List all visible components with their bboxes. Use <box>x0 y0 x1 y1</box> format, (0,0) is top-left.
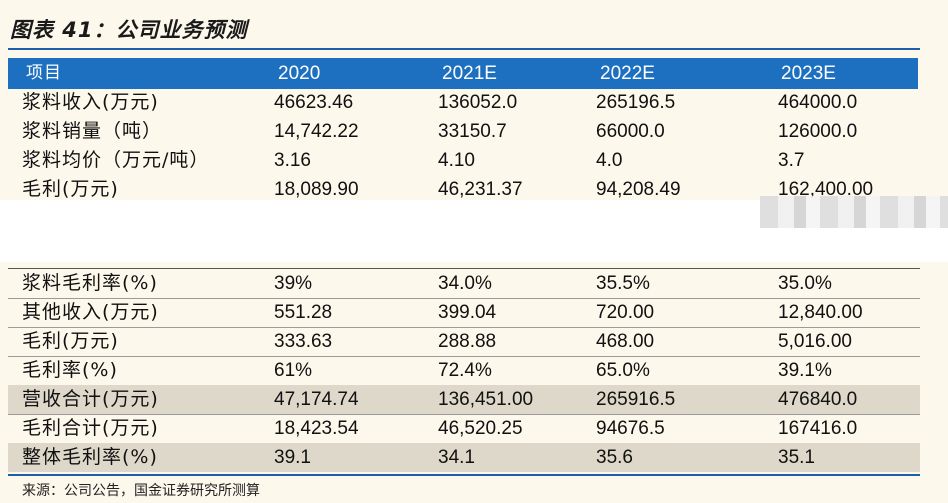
row-value: 39% <box>274 273 313 294</box>
top-panel <box>0 0 948 200</box>
row-value: 46623.46 <box>274 92 354 113</box>
row-label: 浆料销量（吨） <box>22 120 163 142</box>
header-2021e: 2021E <box>442 63 497 84</box>
table-row: 其他收入(万元) 551.28 399.04 720.00 12,840.00 <box>8 298 920 327</box>
table-row: 毛利率(%) 61% 72.4% 65.0% 39.1% <box>8 356 920 385</box>
row-value: 18,089.90 <box>274 179 359 200</box>
row-label: 毛利率(%) <box>22 359 118 381</box>
table-top-rule <box>8 268 920 269</box>
row-value: 65.0% <box>596 360 650 381</box>
table-row: 浆料毛利率(%) 39% 34.0% 35.5% 35.0% <box>8 269 920 298</box>
table-row: 浆料收入(万元) 46623.46 136052.0 265196.5 464000.0 <box>8 88 920 117</box>
row-value: 720.00 <box>596 302 655 323</box>
row-value: 35.0% <box>778 273 832 294</box>
row-value: 66000.0 <box>596 121 665 142</box>
row-value: 12,840.00 <box>778 302 863 323</box>
row-value: 47,174.74 <box>274 389 359 410</box>
row-value: 35.5% <box>596 273 650 294</box>
row-value: 35.6 <box>596 447 633 468</box>
header-2023e: 2023E <box>781 63 836 84</box>
header-2022e: 2022E <box>600 63 655 84</box>
row-label: 浆料毛利率(%) <box>22 272 158 294</box>
title-rule <box>8 48 920 50</box>
row-label: 毛利合计(万元) <box>22 417 159 439</box>
row-label: 营收合计(万元) <box>22 388 159 410</box>
row-value: 5,016.00 <box>778 331 852 352</box>
table-bottom-rule <box>8 474 920 476</box>
row-value: 265916.5 <box>596 389 676 410</box>
table-row: 浆料销量（吨） 14,742.22 33150.7 66000.0 126000.0 <box>8 117 920 146</box>
row-value: 126000.0 <box>778 121 858 142</box>
row-value: 72.4% <box>438 360 492 381</box>
table-row: 毛利合计(万元) 18,423.54 46,520.25 94676.5 167416.… <box>8 414 920 443</box>
row-label: 浆料收入(万元) <box>22 91 159 113</box>
table-header: 项目 2020 2021E 2022E 2023E <box>8 58 918 89</box>
header-item: 项目 <box>26 63 62 83</box>
row-value: 288.88 <box>438 331 497 352</box>
row-value: 3.16 <box>274 150 311 171</box>
row-value: 33150.7 <box>438 121 507 142</box>
row-label: 浆料均价（万元/吨） <box>22 149 210 171</box>
page-title: 图表 41：公司业务预测 <box>10 18 248 42</box>
row-value: 551.28 <box>274 302 333 323</box>
row-label: 毛利(万元) <box>22 178 119 200</box>
row-value: 136052.0 <box>438 92 518 113</box>
row-value: 14,742.22 <box>274 121 359 142</box>
row-value: 162,400.00 <box>778 179 874 200</box>
blurred-watermark <box>760 196 948 228</box>
row-value: 136,451.00 <box>438 389 534 410</box>
row-value: 94,208.49 <box>596 179 681 200</box>
row-value: 167416.0 <box>778 418 858 439</box>
table-row: 营收合计(万元) 47,174.74 136,451.00 265916.5 47684… <box>8 385 920 414</box>
row-divider <box>8 298 920 299</box>
row-value: 464000.0 <box>778 92 858 113</box>
row-value: 61% <box>274 360 313 381</box>
row-value: 333.63 <box>274 331 333 352</box>
table-row: 毛利(万元) 333.63 288.88 468.00 5,016.00 <box>8 327 920 356</box>
row-divider <box>8 327 920 328</box>
row-value: 476840.0 <box>778 389 858 410</box>
row-value: 34.0% <box>438 273 492 294</box>
row-value: 35.1 <box>778 447 815 468</box>
row-value: 94676.5 <box>596 418 665 439</box>
table-row: 整体毛利率(%) 39.1 34.1 35.6 35.1 <box>8 443 920 472</box>
row-value: 399.04 <box>438 302 497 323</box>
row-label: 毛利(万元) <box>22 330 119 352</box>
row-label: 整体毛利率(%) <box>22 446 158 468</box>
row-divider <box>8 356 920 357</box>
header-2020: 2020 <box>278 63 321 84</box>
row-value: 265196.5 <box>596 92 676 113</box>
row-value: 46,520.25 <box>438 418 523 439</box>
row-value: 39.1% <box>778 360 832 381</box>
row-value: 39.1 <box>274 447 311 468</box>
row-value: 3.7 <box>778 150 805 171</box>
row-value: 18,423.54 <box>274 418 359 439</box>
row-value: 34.1 <box>438 447 475 468</box>
row-value: 4.10 <box>438 150 475 171</box>
table-row: 毛利(万元) 18,089.90 46,231.37 94,208.49 162,400… <box>8 175 920 204</box>
row-value: 46,231.37 <box>438 179 523 200</box>
row-divider <box>8 414 920 415</box>
source-note: 来源：公司公告，国金证券研究所测算 <box>22 483 260 499</box>
row-label: 其他收入(万元) <box>22 301 159 323</box>
table-row: 浆料均价（万元/吨） 3.16 4.10 4.0 3.7 <box>8 146 920 175</box>
row-value: 4.0 <box>596 150 623 171</box>
row-value: 468.00 <box>596 331 655 352</box>
